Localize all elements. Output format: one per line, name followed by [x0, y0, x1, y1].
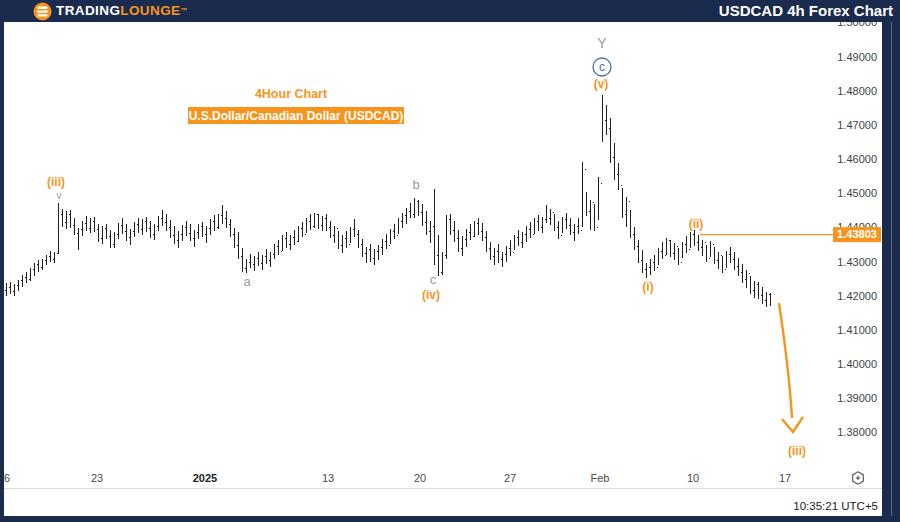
x-axis-tick-label: 6 — [4, 472, 10, 484]
y-axis-tick-label: 1.39000 — [837, 392, 877, 404]
y-axis-tick-label: 1.47000 — [837, 119, 877, 131]
x-axis-tick-label: 2025 — [193, 472, 217, 484]
x-axis-tick-label: 13 — [322, 472, 334, 484]
y-axis-tick-label: 1.46000 — [837, 153, 877, 165]
symbol-label-text: U.S.Dollar/Canadian Dollar (USDCAD) — [189, 109, 404, 123]
x-axis-tick-label: 27 — [504, 472, 516, 484]
x-axis-tick-label: 10 — [687, 472, 699, 484]
brand-text: TRADINGLOUNGE™ — [56, 0, 188, 22]
price-label-text: 1.43803 — [837, 228, 877, 240]
wave-label: a — [243, 274, 251, 289]
chart-heading: 4Hour Chart — [255, 87, 328, 101]
wave-label: Y — [597, 35, 607, 51]
page-title: USDCAD 4h Forex Chart — [719, 0, 893, 22]
wave-label: c — [430, 272, 437, 287]
forex-chart-canvas[interactable]: 1.500001.490001.480001.470001.460001.450… — [0, 0, 900, 522]
y-axis-tick-label: 1.45000 — [837, 187, 877, 199]
timestamp-text: 10:35:21 UTC+5 — [793, 500, 878, 512]
wave-label: (iii) — [47, 175, 65, 189]
x-axis-tick-label: 17 — [779, 472, 791, 484]
tradinglounge-logo-icon — [33, 2, 52, 21]
tradinglounge-logo[interactable]: TRADINGLOUNGE™ — [33, 0, 188, 22]
x-axis-tick-label: Feb — [591, 472, 610, 484]
wave-label: v — [57, 190, 62, 201]
y-axis-tick-label: 1.48000 — [837, 85, 877, 97]
wave-label: (iii) — [788, 444, 806, 458]
y-axis-tick-label: 1.43000 — [837, 256, 877, 268]
x-axis-tick-label: 20 — [414, 472, 426, 484]
y-axis-tick-label: 1.38000 — [837, 426, 877, 438]
wave-label: (v) — [594, 77, 609, 91]
x-axis-tick-label: 23 — [91, 472, 103, 484]
wave-label: (ii) — [689, 217, 704, 231]
y-axis-tick-label: 1.49000 — [837, 51, 877, 63]
wave-label: (iv) — [422, 288, 440, 302]
wave-label: b — [412, 177, 419, 192]
y-axis-tick-label: 1.41000 — [837, 324, 877, 336]
y-axis-tick-label: 1.40000 — [837, 358, 877, 370]
y-axis-tick-label: 1.42000 — [837, 290, 877, 302]
wave-label: (i) — [642, 280, 653, 294]
wave-label: c — [599, 60, 605, 74]
plot-background — [4, 22, 882, 516]
trading-chart-page: 1.500001.490001.480001.470001.460001.450… — [0, 0, 900, 522]
header-bar: TRADINGLOUNGE™ USDCAD 4h Forex Chart — [0, 0, 900, 22]
